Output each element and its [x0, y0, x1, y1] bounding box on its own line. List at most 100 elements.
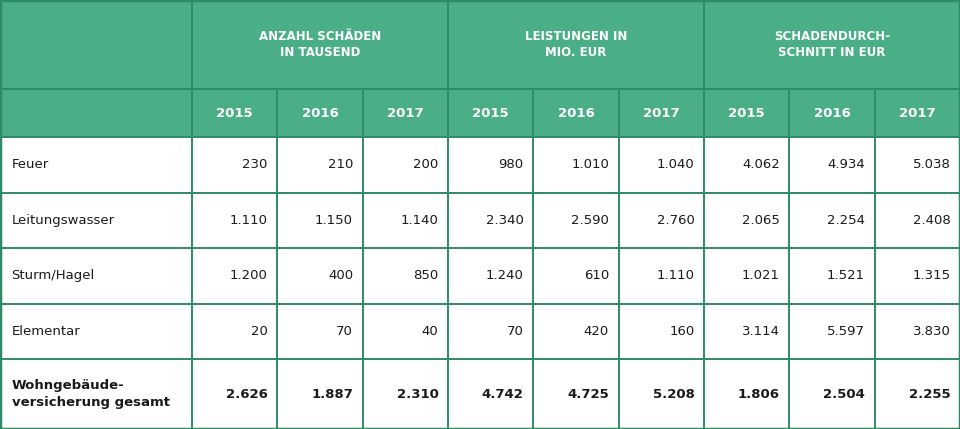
- Bar: [534, 137, 618, 193]
- Text: 200: 200: [413, 158, 439, 171]
- Text: 4.062: 4.062: [742, 158, 780, 171]
- Text: 230: 230: [242, 158, 268, 171]
- Bar: [618, 193, 704, 248]
- Text: 4.725: 4.725: [567, 388, 609, 401]
- Bar: [363, 89, 448, 137]
- Text: 4.934: 4.934: [828, 158, 865, 171]
- Bar: [448, 137, 534, 193]
- Text: 2.065: 2.065: [742, 214, 780, 227]
- Bar: [618, 89, 704, 137]
- Text: Wohngebäude-
versicherung gesamt: Wohngebäude- versicherung gesamt: [12, 379, 170, 409]
- Bar: [534, 248, 618, 304]
- Text: ANZAHL SCHÄDEN
IN TAUSEND: ANZAHL SCHÄDEN IN TAUSEND: [259, 30, 381, 59]
- Bar: [534, 193, 618, 248]
- Bar: [363, 304, 448, 360]
- Bar: [0, 360, 192, 429]
- Text: 1.010: 1.010: [571, 158, 609, 171]
- Text: 2.504: 2.504: [823, 388, 865, 401]
- Bar: [277, 248, 363, 304]
- Bar: [789, 360, 875, 429]
- Bar: [789, 248, 875, 304]
- Bar: [0, 193, 192, 248]
- Bar: [618, 137, 704, 193]
- Bar: [875, 304, 960, 360]
- Bar: [0, 248, 192, 304]
- Bar: [448, 304, 534, 360]
- Text: SCHADENDURCH-
SCHNITT IN EUR: SCHADENDURCH- SCHNITT IN EUR: [774, 30, 890, 59]
- Bar: [789, 304, 875, 360]
- Text: 2016: 2016: [301, 106, 338, 120]
- Bar: [277, 193, 363, 248]
- Text: 2016: 2016: [558, 106, 594, 120]
- Bar: [363, 137, 448, 193]
- Text: 1.887: 1.887: [311, 388, 353, 401]
- Bar: [618, 360, 704, 429]
- Bar: [789, 137, 875, 193]
- Bar: [277, 304, 363, 360]
- Text: 70: 70: [336, 325, 353, 338]
- Bar: [448, 360, 534, 429]
- Bar: [0, 89, 192, 137]
- Text: 2017: 2017: [643, 106, 680, 120]
- Bar: [363, 193, 448, 248]
- Text: 1.150: 1.150: [315, 214, 353, 227]
- Text: 2016: 2016: [814, 106, 851, 120]
- Bar: [704, 304, 789, 360]
- Text: 1.110: 1.110: [657, 269, 694, 282]
- Bar: [192, 137, 277, 193]
- Text: 5.208: 5.208: [653, 388, 694, 401]
- Text: 40: 40: [421, 325, 439, 338]
- Text: 1.021: 1.021: [742, 269, 780, 282]
- Bar: [875, 360, 960, 429]
- Bar: [789, 89, 875, 137]
- Bar: [534, 360, 618, 429]
- Bar: [448, 89, 534, 137]
- Text: 1.040: 1.040: [657, 158, 694, 171]
- Bar: [534, 304, 618, 360]
- Text: 2015: 2015: [472, 106, 509, 120]
- Text: 5.597: 5.597: [828, 325, 865, 338]
- Text: 2.310: 2.310: [396, 388, 439, 401]
- Bar: [0, 0, 192, 89]
- Text: 1.110: 1.110: [229, 214, 268, 227]
- Bar: [704, 248, 789, 304]
- Bar: [192, 89, 277, 137]
- Bar: [875, 137, 960, 193]
- Text: Elementar: Elementar: [12, 325, 81, 338]
- Bar: [192, 193, 277, 248]
- Text: 2.408: 2.408: [913, 214, 950, 227]
- Text: 1.806: 1.806: [737, 388, 780, 401]
- Bar: [704, 360, 789, 429]
- Bar: [192, 360, 277, 429]
- Text: 850: 850: [413, 269, 439, 282]
- Bar: [618, 248, 704, 304]
- Text: 420: 420: [584, 325, 609, 338]
- Text: Feuer: Feuer: [12, 158, 49, 171]
- Text: 1.200: 1.200: [229, 269, 268, 282]
- Bar: [363, 360, 448, 429]
- Text: 3.830: 3.830: [913, 325, 950, 338]
- Bar: [875, 193, 960, 248]
- Bar: [192, 0, 448, 89]
- Text: 2015: 2015: [216, 106, 253, 120]
- Text: 70: 70: [507, 325, 524, 338]
- Bar: [704, 0, 960, 89]
- Bar: [875, 89, 960, 137]
- Bar: [277, 137, 363, 193]
- Text: 1.240: 1.240: [486, 269, 524, 282]
- Text: Sturm/Hagel: Sturm/Hagel: [12, 269, 95, 282]
- Bar: [192, 248, 277, 304]
- Text: 2.626: 2.626: [226, 388, 268, 401]
- Text: 980: 980: [498, 158, 524, 171]
- Text: 2017: 2017: [899, 106, 936, 120]
- Bar: [534, 89, 618, 137]
- Text: 3.114: 3.114: [742, 325, 780, 338]
- Text: LEISTUNGEN IN
MIO. EUR: LEISTUNGEN IN MIO. EUR: [525, 30, 627, 59]
- Bar: [618, 304, 704, 360]
- Text: 400: 400: [328, 269, 353, 282]
- Bar: [789, 193, 875, 248]
- Text: 2.760: 2.760: [657, 214, 694, 227]
- Text: 2017: 2017: [387, 106, 423, 120]
- Text: 1.521: 1.521: [827, 269, 865, 282]
- Bar: [192, 304, 277, 360]
